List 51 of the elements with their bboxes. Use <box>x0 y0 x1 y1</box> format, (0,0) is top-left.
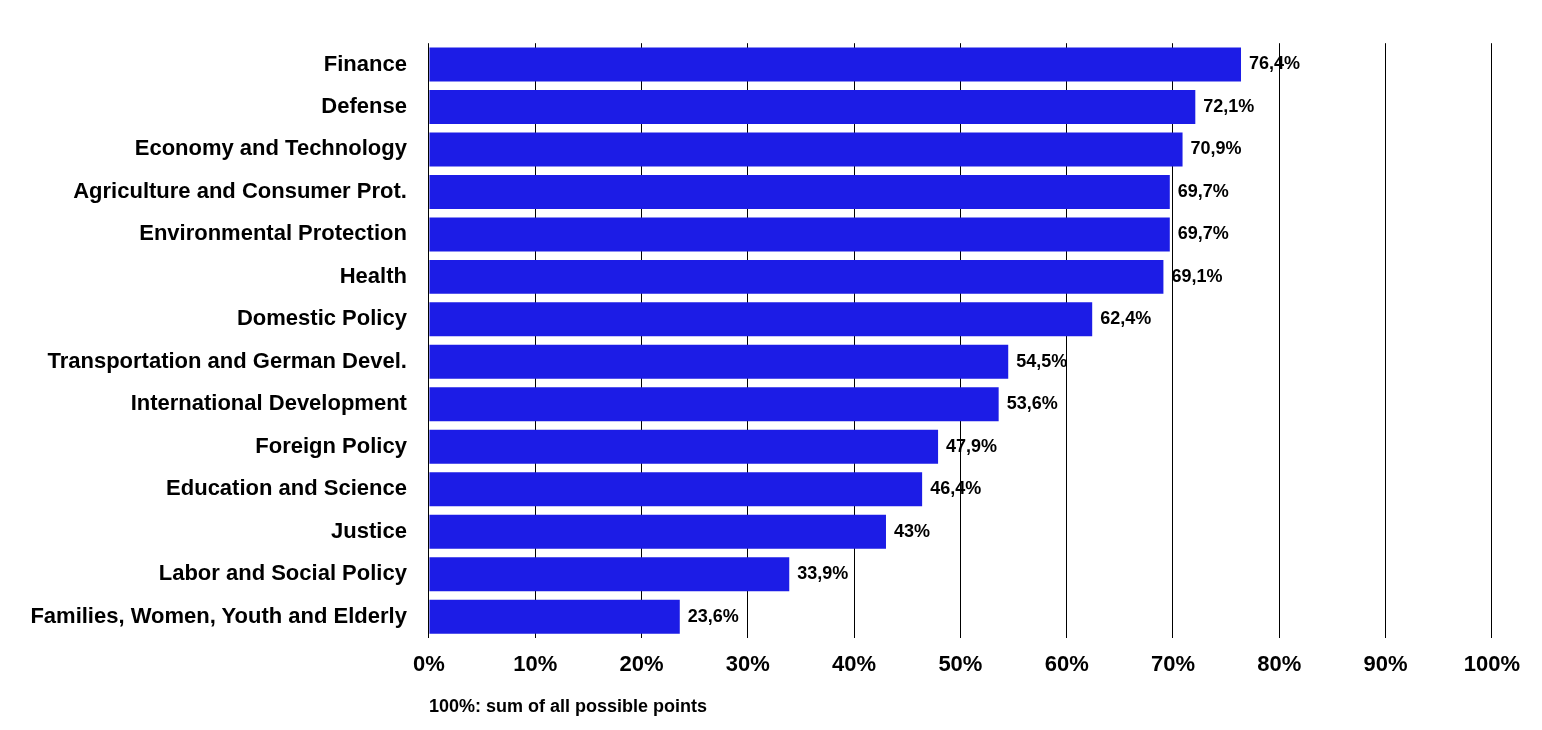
y-tick-label: Foreign Policy <box>255 432 408 458</box>
x-tick-label: 60% <box>1044 651 1089 677</box>
bar <box>429 429 939 464</box>
x-tick-label: 70% <box>1150 651 1196 677</box>
bar <box>429 132 1183 167</box>
data-label: 70,9% <box>1190 138 1242 159</box>
y-tick-label: Economy and Technology <box>134 135 408 161</box>
data-label: 23,6% <box>687 605 739 626</box>
data-label: 69,1% <box>1171 265 1223 286</box>
bar <box>429 599 680 634</box>
data-label: 53,6% <box>1006 393 1058 414</box>
y-tick-label: Families, Women, Youth and Elderly <box>30 602 408 628</box>
bar <box>429 47 1242 82</box>
y-tick-label: Defense <box>321 92 407 118</box>
x-tick-label: 90% <box>1363 651 1408 677</box>
data-label: 69,7% <box>1177 223 1229 244</box>
x-axis-title: 100%: sum of all possible points <box>428 696 707 717</box>
y-tick-label: Agriculture and Consumer Prot. <box>73 177 407 203</box>
x-tick-label: 0% <box>413 651 445 677</box>
bar <box>429 259 1164 294</box>
bar <box>429 217 1170 252</box>
y-tick-label: Education and Science <box>166 475 407 501</box>
x-tick-label: 100% <box>1463 651 1521 677</box>
y-tick-label: International Development <box>130 390 408 416</box>
bar <box>429 344 1009 379</box>
bar <box>429 174 1170 209</box>
x-tick-label: 30% <box>725 651 770 677</box>
x-tick-label: 20% <box>619 651 664 677</box>
data-label: 72,1% <box>1203 95 1255 116</box>
data-label: 33,9% <box>797 563 849 584</box>
x-tick-label: 40% <box>832 651 877 677</box>
x-tick-label: 10% <box>513 651 558 677</box>
x-tick-label: 80% <box>1257 651 1302 677</box>
y-tick-label: Domestic Policy <box>236 305 408 331</box>
y-tick-label: Labor and Social Policy <box>158 560 408 586</box>
data-label: 43% <box>893 520 931 541</box>
bar <box>429 514 886 549</box>
bar <box>429 472 923 507</box>
y-tick-label: Finance <box>323 50 407 76</box>
bar <box>429 557 790 592</box>
data-label: 62,4% <box>1100 308 1152 329</box>
y-tick-label: Environmental Protection <box>139 220 407 246</box>
y-tick-label: Transportation and German Devel. <box>47 347 407 373</box>
y-tick-label: Justice <box>331 517 407 543</box>
data-label: 54,5% <box>1016 350 1068 371</box>
y-tick-label: Health <box>339 262 407 288</box>
data-label: 69,7% <box>1177 180 1229 201</box>
bar <box>429 89 1196 124</box>
bar <box>429 387 999 422</box>
x-tick-label: 50% <box>938 651 983 677</box>
bar <box>429 302 1093 337</box>
